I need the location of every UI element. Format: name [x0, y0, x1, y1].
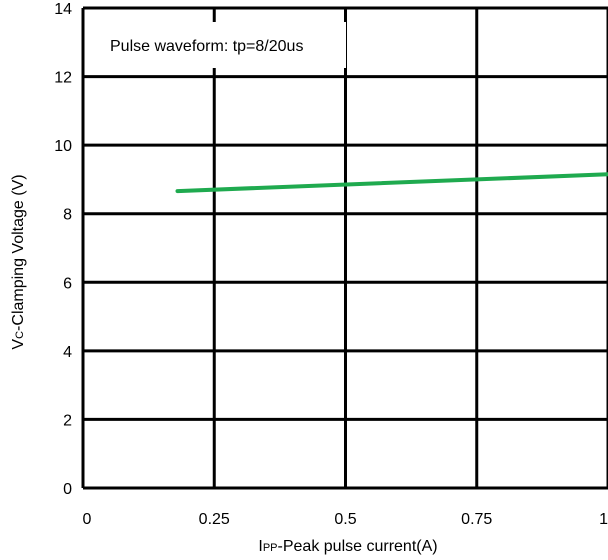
y-tick-label-0: 0	[63, 481, 72, 498]
y-tick-label-12: 12	[54, 70, 72, 87]
x-tick-label-0.75: 0.75	[461, 511, 492, 528]
grid	[81, 6, 608, 490]
annotation: Pulse waveform: tp=8/20us	[110, 38, 303, 55]
y-tick-label-4: 4	[63, 344, 72, 361]
series-line-0	[175, 172, 608, 194]
y-tick-label-2: 2	[63, 412, 72, 429]
tick-labels: 0 2 4 6 8 10 12 14 0 0.25 0.5 0.75 1	[54, 1, 608, 528]
y-tick-label-14: 14	[54, 1, 72, 18]
x-tick-label-0.25: 0.25	[199, 511, 230, 528]
y-axis-label: VC-Clamping Voltage (V)	[10, 174, 27, 349]
y-tick-label-6: 6	[63, 275, 72, 292]
x-tick-label-0: 0	[83, 511, 92, 528]
x-axis-label: IPP-Peak pulse current(A)	[258, 538, 437, 555]
y-tick-label-10: 10	[54, 138, 72, 155]
series-layer	[175, 172, 608, 194]
y-tick-label-8: 8	[63, 207, 72, 224]
x-tick-label-1: 1	[599, 511, 608, 528]
x-tick-label-0.5: 0.5	[334, 511, 356, 528]
annotation-box	[90, 22, 346, 68]
